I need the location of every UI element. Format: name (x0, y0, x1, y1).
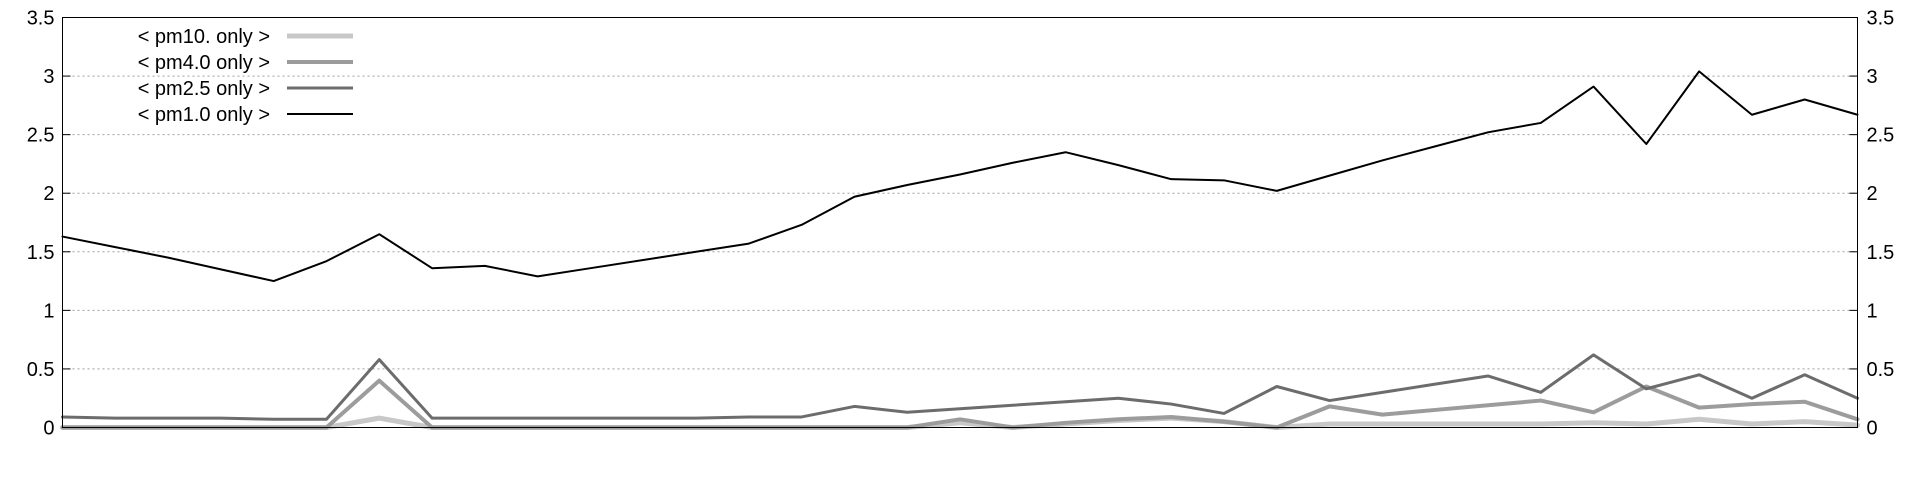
y-tick-label-right: 2 (1867, 183, 1878, 205)
series-layer (60, 70, 1860, 430)
y-tick-label-right: 2.5 (1867, 125, 1895, 147)
plot-frame (62, 17, 1858, 428)
axis-layer: 0 0 0.5 0.5 1 1 1.5 1.5 2 2 2.5 2.5 3 3 3.5 3.5 (27, 8, 1895, 440)
series-1 (60, 378, 1860, 430)
y-tick-label-left: 1 (43, 300, 54, 322)
series-0 (60, 415, 1860, 430)
y-tick-label-left: 0 (43, 418, 54, 440)
grid-layer (62, 75, 1858, 370)
y-tick-label-right: 0.5 (1867, 359, 1895, 381)
y-tick-label-left: 3.5 (27, 8, 55, 30)
legend-item: < pm4.0 only > (138, 52, 353, 74)
y-tick-label-left: 3 (43, 66, 54, 88)
legend-item: < pm1.0 only > (138, 104, 353, 126)
y-tick-label-left: 2 (43, 183, 54, 205)
y-tick-label-right: 3.5 (1867, 8, 1895, 30)
legend-label: < pm1.0 only > (138, 104, 270, 126)
legend-label: < pm2.5 only > (138, 78, 270, 100)
legend: < pm10. only > < pm4.0 only > < pm2.5 only… (138, 26, 353, 126)
series-line-1 (60, 378, 1860, 430)
series-2 (61, 353, 1859, 421)
series-3 (61, 70, 1859, 283)
y-tick-label-left: 2.5 (27, 125, 55, 147)
legend-label: < pm4.0 only > (138, 52, 270, 74)
series-line-2 (61, 353, 1859, 421)
legend-label: < pm10. only > (138, 26, 270, 48)
y-tick-label-right: 1.5 (1867, 242, 1895, 264)
y-tick-label-right: 3 (1867, 66, 1878, 88)
y-tick-label-right: 0 (1867, 418, 1878, 440)
series-line-0 (60, 415, 1860, 430)
y-tick-label-right: 1 (1867, 300, 1878, 322)
y-tick-label-left: 1.5 (27, 242, 55, 264)
series-line-3 (61, 70, 1859, 283)
legend-item: < pm10. only > (138, 26, 353, 48)
y-tick-label-left: 0.5 (27, 359, 55, 381)
legend-item: < pm2.5 only > (138, 78, 353, 100)
